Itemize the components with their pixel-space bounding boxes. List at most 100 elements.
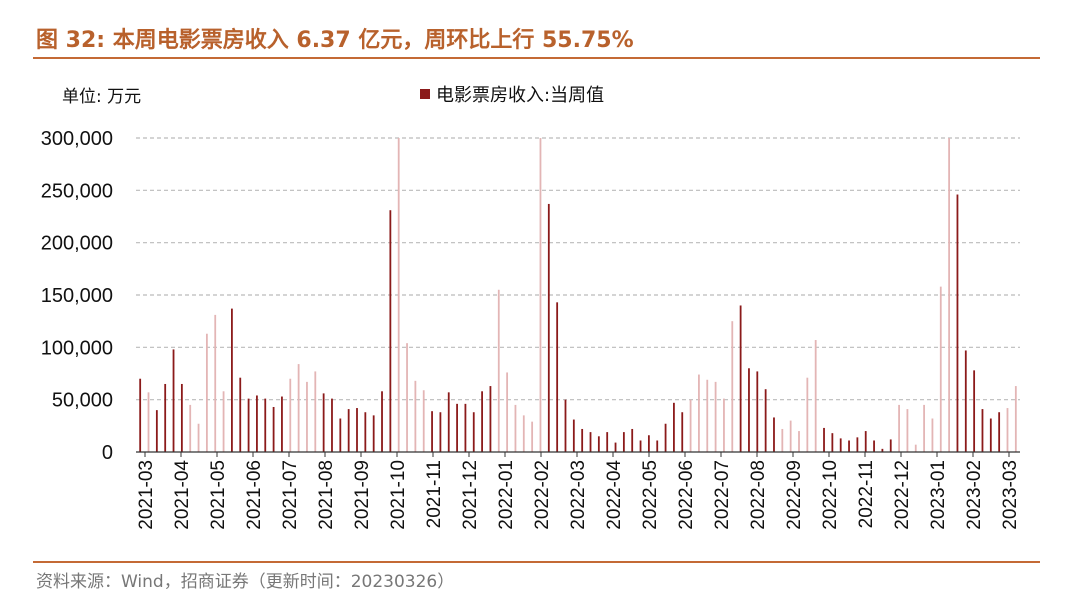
bar [848,440,850,452]
x-tick-label: 2021-08 [316,460,337,530]
bar [281,396,283,452]
bar [873,440,875,452]
bar [839,438,842,452]
bar [998,412,1001,452]
x-tick-label: 2022-08 [748,460,769,530]
x-tick-label: 2022-05 [640,460,661,530]
y-tick-label: 300,000 [41,128,113,150]
bar [239,377,242,452]
bar [147,392,150,452]
x-tick-label: 2021-11 [424,460,445,528]
bar [723,398,725,452]
bar [397,138,400,452]
bar [481,391,483,452]
bar [406,343,408,452]
bar [989,418,992,452]
bar [673,402,675,452]
bar [606,432,609,452]
x-tick-label: 2022-09 [784,460,805,530]
x-tick-label: 2021-09 [352,460,373,530]
bar [764,389,767,452]
x-tick-label: 2022-06 [676,460,697,530]
y-tick-label: 150,000 [41,285,113,307]
bar [773,417,775,452]
x-tick-label: 2022-11 [856,460,877,528]
bar [756,371,759,452]
bar [964,350,967,452]
legend-swatch [420,89,430,99]
bar [214,314,217,452]
bar [172,349,175,452]
bar [898,404,900,452]
bar [631,428,634,452]
bar [981,409,984,452]
bar [656,440,659,452]
bar [614,442,617,452]
bar [514,404,517,452]
bar [197,423,200,452]
bar [347,409,350,452]
bar [539,138,542,452]
bar [689,399,692,452]
bar [789,420,792,452]
bar [381,391,383,452]
bottom-divider [33,561,1040,563]
chart-title: 图 32: 本周电影票房收入 6.37 亿元，周环比上行 55.75% [36,28,634,53]
bar [472,412,475,452]
y-tick-label: 200,000 [41,233,113,255]
bar [164,383,167,452]
bar [364,412,367,452]
bar [639,440,642,452]
grid-lines [136,137,1020,401]
bar [422,390,425,452]
bar [139,378,142,452]
bar [497,289,500,452]
x-tick-label: 2021-07 [280,460,301,530]
y-tick-label: 0 [102,442,113,464]
bar [856,437,859,452]
bar [564,399,567,452]
x-tick-label: 2022-03 [568,460,589,530]
y-tick-label: 100,000 [41,337,113,359]
bar [881,448,884,452]
bar [431,411,433,452]
bar [264,398,267,452]
bar [522,415,525,452]
bar [372,415,375,452]
y-tick-label: 250,000 [41,180,113,202]
bar [339,418,342,452]
bar [698,374,700,452]
x-tick-label: 2023-02 [964,460,985,530]
bar [956,194,959,452]
legend-label: 电影票房收入:当周值 [436,85,605,106]
bar [289,378,292,452]
bar [247,398,250,452]
bar [389,210,392,452]
bar [948,138,951,452]
bar [864,431,867,452]
bar [231,308,233,452]
bar [256,395,258,452]
bar [622,432,625,452]
x-tick-label: 2021-05 [208,460,229,530]
bar [923,404,925,452]
bar [222,391,225,452]
bar [531,421,534,452]
unit-label: 单位: 万元 [62,87,142,107]
bar [798,431,800,452]
bar [831,433,834,452]
bars [139,138,1017,452]
bar [322,393,325,452]
bar [572,419,575,452]
bar [823,427,825,452]
x-tick-label: 2022-04 [604,460,625,530]
bar [781,428,784,452]
bar [664,423,667,452]
bar [739,305,742,452]
bar [297,364,300,452]
bar [506,372,509,452]
bar [748,368,750,452]
bar [906,409,909,452]
bar [973,370,976,452]
